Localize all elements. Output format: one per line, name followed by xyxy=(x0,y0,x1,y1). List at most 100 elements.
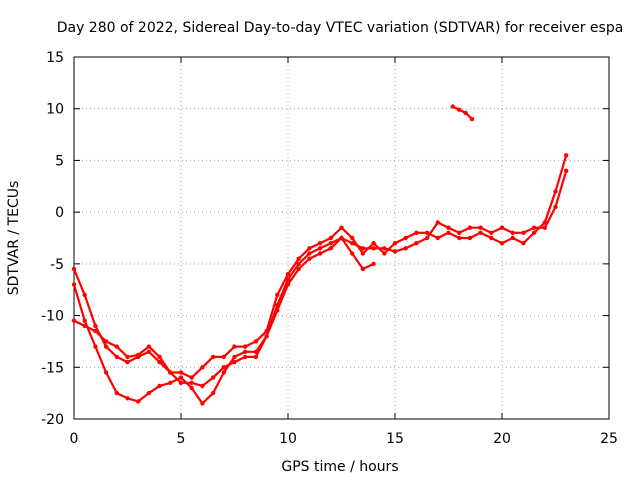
data-point-track-1 xyxy=(553,204,558,210)
data-point-track-1 xyxy=(371,246,376,251)
data-point-track-1 xyxy=(382,246,387,251)
data-point-track-3 xyxy=(125,354,130,360)
data-point-track-1 xyxy=(360,246,366,251)
data-point-track-3 xyxy=(71,318,77,323)
gridlines xyxy=(74,57,609,419)
data-point-track-3 xyxy=(264,334,269,339)
data-point-track-2 xyxy=(200,365,205,370)
data-point-track-2 xyxy=(564,153,569,158)
data-point-track-2 xyxy=(114,354,120,360)
data-point-track-1 xyxy=(564,168,569,173)
data-point-track-2 xyxy=(296,256,301,261)
data-point-track-2 xyxy=(499,241,505,246)
data-point-track-4 xyxy=(457,107,462,112)
data-point-track-3 xyxy=(360,266,366,272)
data-point-track-3 xyxy=(200,383,205,389)
data-point-track-2 xyxy=(553,189,558,194)
data-point-track-1 xyxy=(403,246,408,251)
y-tick-label: -15 xyxy=(41,360,64,376)
data-point-track-1 xyxy=(510,230,515,235)
x-tick-label: 0 xyxy=(70,431,79,447)
data-point-track-2 xyxy=(521,241,526,246)
x-tick-label: 20 xyxy=(493,431,511,447)
data-point-track-3 xyxy=(210,375,216,380)
data-point-track-2 xyxy=(403,235,408,241)
axis-ticks: 0 5 10 15 20 25 -20 -15 -10 -5 0 5 10 15 xyxy=(41,50,618,447)
data-point-track-3 xyxy=(114,344,120,349)
data-point-track-2 xyxy=(457,235,462,241)
data-point-track-1 xyxy=(521,230,526,235)
y-tick-label: -5 xyxy=(50,257,64,273)
data-point-track-2 xyxy=(350,235,355,241)
data-point-track-2 xyxy=(392,241,398,246)
data-point-track-1 xyxy=(200,401,205,406)
data-point-track-2 xyxy=(307,246,312,251)
data-point-track-3 xyxy=(296,266,301,272)
y-tick-label: 5 xyxy=(55,153,64,169)
data-point-track-1 xyxy=(446,225,451,230)
data-point-track-3 xyxy=(189,380,194,385)
data-point-track-2 xyxy=(178,370,184,375)
data-point-track-2 xyxy=(371,241,376,246)
y-tick-label: 10 xyxy=(46,102,64,118)
data-point-track-1 xyxy=(82,318,87,323)
x-tick-label: 25 xyxy=(600,431,618,447)
data-point-track-1 xyxy=(103,370,109,375)
data-point-track-1 xyxy=(435,220,440,225)
data-point-track-2 xyxy=(478,230,483,235)
data-point-track-3 xyxy=(178,380,184,385)
data-point-track-2 xyxy=(446,230,451,235)
y-tick-label: -20 xyxy=(41,412,64,428)
data-point-track-1 xyxy=(210,390,216,396)
data-point-track-1 xyxy=(317,246,323,251)
data-point-track-3 xyxy=(317,251,323,256)
data-point-track-3 xyxy=(82,323,87,329)
data-point-track-1 xyxy=(296,261,301,267)
x-tick-label: 10 xyxy=(279,431,297,447)
data-point-track-2 xyxy=(467,235,473,241)
data-point-track-1 xyxy=(542,225,547,230)
data-point-track-3 xyxy=(221,365,226,370)
data-point-track-2 xyxy=(125,359,130,365)
data-point-track-2 xyxy=(221,354,226,360)
data-point-track-2 xyxy=(424,230,430,235)
data-point-track-2 xyxy=(317,241,323,246)
data-point-track-1 xyxy=(350,241,355,246)
series-line-track-3 xyxy=(72,236,375,387)
data-point-track-1 xyxy=(232,354,237,360)
data-point-track-2 xyxy=(189,375,194,380)
data-point-track-1 xyxy=(136,399,141,404)
data-point-track-2 xyxy=(93,323,98,329)
data-point-track-2 xyxy=(253,339,259,344)
x-tick-label: 5 xyxy=(177,431,186,447)
data-point-track-2 xyxy=(531,230,537,235)
data-point-track-2 xyxy=(382,251,387,256)
data-point-track-2 xyxy=(103,344,109,349)
data-point-track-3 xyxy=(339,235,344,241)
data-point-track-2 xyxy=(82,292,87,298)
data-point-track-2 xyxy=(275,292,280,298)
data-point-track-3 xyxy=(146,344,152,349)
data-point-track-1 xyxy=(114,390,120,396)
data-point-track-3 xyxy=(243,354,248,360)
data-point-track-4 xyxy=(463,110,468,116)
data-point-track-2 xyxy=(232,344,237,349)
data-point-track-2 xyxy=(210,354,216,360)
series-line-track-1 xyxy=(72,169,568,405)
data-point-track-3 xyxy=(136,352,141,358)
data-point-track-2 xyxy=(243,344,248,349)
data-point-track-2 xyxy=(489,235,494,241)
y-tick-label: 0 xyxy=(55,205,64,221)
data-point-track-3 xyxy=(103,339,109,344)
data-series xyxy=(71,104,569,406)
series-line-track-4 xyxy=(451,105,474,121)
data-point-track-2 xyxy=(510,235,515,241)
data-point-track-2 xyxy=(435,235,440,241)
data-point-track-3 xyxy=(253,354,259,360)
data-point-track-2 xyxy=(157,359,162,365)
data-point-track-1 xyxy=(168,380,173,385)
data-point-track-2 xyxy=(146,349,152,354)
data-point-track-1 xyxy=(307,251,312,256)
data-point-track-3 xyxy=(371,261,376,267)
